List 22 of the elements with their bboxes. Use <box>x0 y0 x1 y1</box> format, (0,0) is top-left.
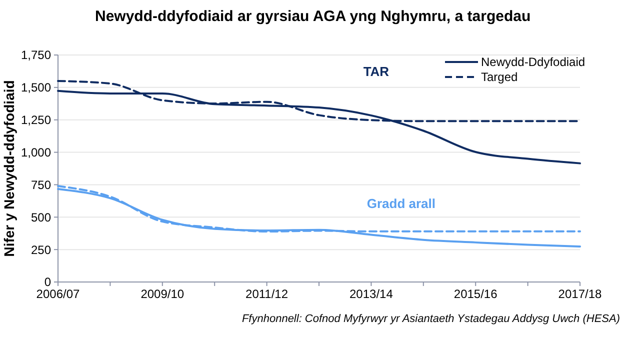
text: Ffynhonnell: Cofnod Myfyrwyr yr Asiantaeth Ystadegau Addysg Uwch (HESA) <box>242 313 620 325</box>
y-axis-title: Nifer y Newydd-ddyfodiaid <box>1 80 17 257</box>
y-tick-label: 1,750 <box>20 48 52 62</box>
y-tick-label: 250 <box>30 242 52 257</box>
y-tick-label: 1,500 <box>20 80 52 95</box>
y-tick-label: 500 <box>30 210 52 224</box>
y-tick-label: 0 <box>44 275 52 290</box>
legend-label: Newydd-Ddyfodiaid <box>481 55 586 70</box>
annotation: TAR <box>363 64 390 79</box>
x-tick-label: 2015/16 <box>454 287 498 301</box>
y-tick-label: 1,250 <box>20 113 52 128</box>
line-series <box>57 188 581 248</box>
annotation: Gradd arall <box>366 196 436 212</box>
y-tick-label: 1,000 <box>20 145 52 160</box>
x-tick-label: 2017/18 <box>558 287 602 301</box>
x-tick-label: 2011/12 <box>246 287 288 301</box>
y-tick-label: 750 <box>30 178 52 192</box>
x-tick-label: 2006/07 <box>36 287 80 301</box>
x-tick-label: 2009/10 <box>140 287 184 301</box>
legend-label: Targed <box>481 70 518 84</box>
x-tick-label: 2013/14 <box>350 287 394 301</box>
chart-title: Newydd-ddyfodiaid ar gyrsiau AGA yng Nghymru, a targedau <box>95 8 531 25</box>
